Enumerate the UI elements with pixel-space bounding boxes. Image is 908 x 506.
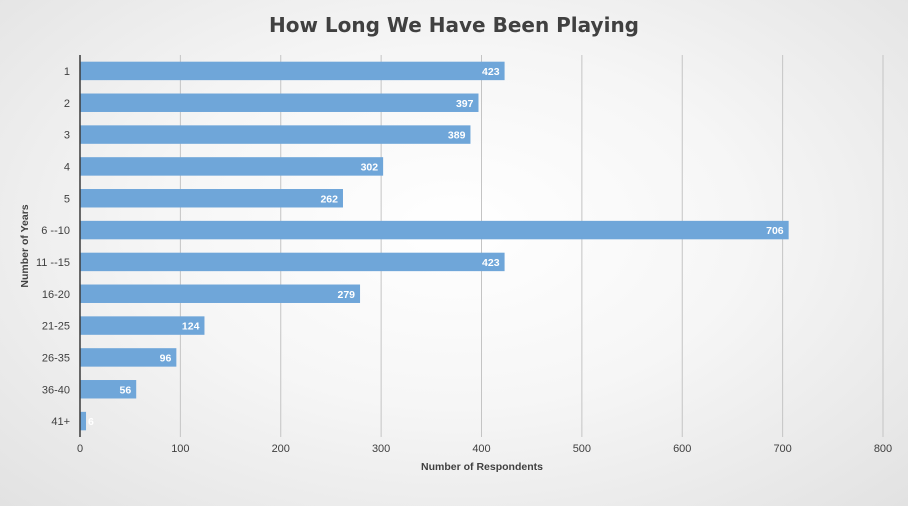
data-label: 279 [338,289,356,301]
x-tick-label: 200 [272,443,290,455]
y-tick-label: 2 [64,98,70,110]
bar [80,93,479,112]
data-label: 124 [182,321,200,333]
chart-title: How Long We Have Been Playing [269,13,639,37]
data-label: 423 [482,257,500,269]
x-tick-label: 0 [77,443,83,455]
y-tick-label: 5 [64,193,70,205]
x-tick-label: 100 [171,443,189,455]
x-tick-label: 700 [773,443,791,455]
data-label: 397 [456,98,474,110]
bar [80,220,789,240]
bar [80,125,471,144]
bar [80,411,87,431]
bar [80,380,137,399]
bar [80,316,205,335]
bars [80,61,789,431]
data-label: 706 [766,225,784,237]
data-label: 262 [320,193,338,205]
bar [80,189,343,208]
data-label: 96 [160,352,172,364]
data-label: 56 [120,384,132,396]
data-labels: 423 397 389 302 262 706 423 279 124 96 56 6 [88,66,784,428]
y-tick-label: 3 [64,130,70,142]
x-tick-labels: 0 100 200 300 400 500 600 700 800 [77,443,892,455]
y-tick-labels: 1 2 3 4 5 6 --10 11 --15 16-20 21-25 26-35 36-40 41… [36,66,70,428]
y-tick-label: 6 --10 [41,225,70,237]
y-tick-label: 21-25 [42,321,70,333]
x-tick-label: 600 [673,443,691,455]
gridlines [179,55,884,437]
y-tick-label: 4 [64,161,70,173]
x-tick-label: 400 [472,443,490,455]
bar [80,348,177,367]
bar [80,284,361,303]
x-tick-label: 800 [874,443,892,455]
bar [80,61,505,81]
x-tick-label: 300 [372,443,390,455]
y-tick-label: 41+ [51,416,70,428]
x-axis-title: Number of Respondents [421,461,543,473]
y-tick-label: 1 [64,66,70,78]
data-label: 6 [88,416,94,428]
y-tick-label: 11 --15 [36,257,70,269]
y-tick-label: 26-35 [42,352,70,364]
data-label: 389 [448,130,466,142]
y-tick-label: 16-20 [42,289,70,301]
y-axis-title: Number of Years [19,204,31,287]
data-label: 423 [482,66,500,78]
y-tick-label: 36-40 [42,384,70,396]
x-tick-label: 500 [573,443,591,455]
data-label: 302 [361,161,379,173]
bar [80,157,384,176]
bar [80,252,505,272]
